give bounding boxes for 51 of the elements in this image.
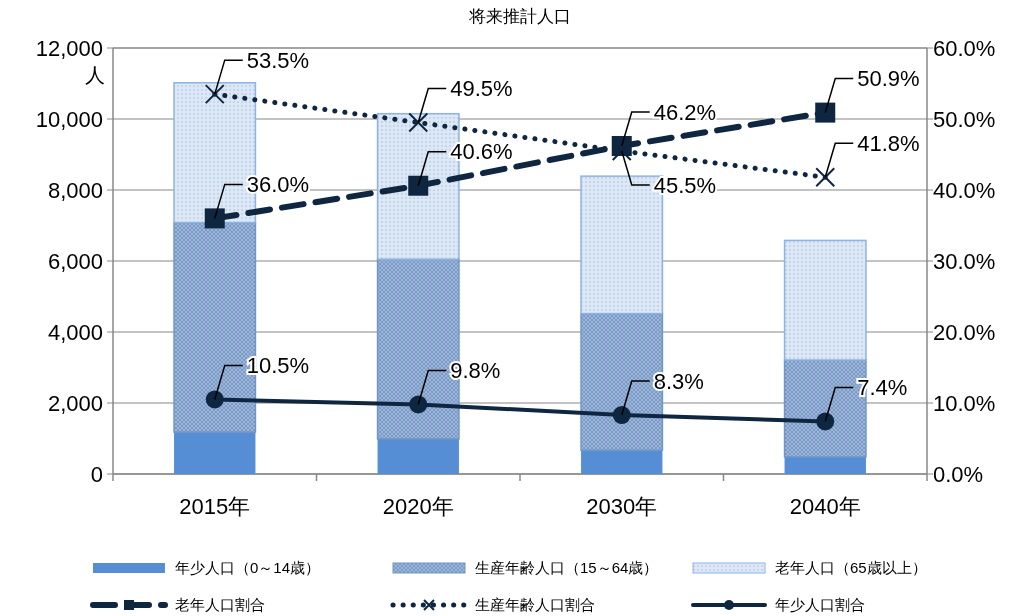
chart-title: 将来推計人口	[468, 7, 571, 26]
y2-tick-label: 50.0%	[933, 106, 996, 132]
legend-label: 老年人口割合	[175, 596, 265, 614]
bar	[784, 456, 866, 474]
data-label: 53.5%	[246, 47, 310, 73]
data-label: 7.4%	[857, 375, 908, 401]
bar	[581, 450, 663, 474]
data-label: 46.2%	[653, 99, 717, 125]
data-label: 49.5%	[450, 76, 513, 102]
x-tick-label: 2015年	[179, 494, 251, 519]
point	[815, 167, 836, 188]
data-label: 9.8%	[450, 358, 501, 384]
y-tick-label: 6,000	[47, 248, 103, 274]
x-tick-label: 2040年	[789, 494, 861, 519]
legend-label: 年少人口割合	[775, 596, 865, 614]
y2-tick-label: 40.0%	[933, 177, 996, 203]
data-label: 50.9%	[857, 66, 920, 92]
data-label: 40.6%	[450, 139, 513, 165]
data-label: 41.8%	[857, 130, 920, 156]
data-label: 36.0%	[246, 172, 310, 198]
point	[205, 390, 224, 409]
legend-label: 老年人口（65歳以上）	[775, 559, 927, 577]
bar	[174, 432, 256, 474]
point	[408, 175, 429, 196]
legend-label: 年少人口（0～14歳）	[175, 559, 321, 577]
point	[612, 406, 631, 425]
legend-label: 生産年齢人口割合	[475, 596, 595, 614]
bar	[783, 239, 867, 361]
bar	[377, 438, 459, 474]
point	[204, 208, 225, 229]
y-tick-label: 10,000	[35, 106, 103, 132]
point	[816, 412, 835, 431]
point	[408, 112, 429, 133]
x-tick-label: 2020年	[382, 494, 454, 519]
legend-label: 生産年齢人口（15～64歳）	[475, 559, 659, 577]
x-tick-label: 2030年	[586, 494, 658, 519]
point	[815, 102, 836, 123]
y-tick-label: 0	[90, 461, 103, 487]
y2-tick-label: 0.0%	[933, 461, 984, 487]
y-tick-label: 4,000	[47, 319, 103, 345]
y2-tick-label: 10.0%	[933, 390, 996, 416]
point	[204, 84, 225, 105]
y-tick-label: 8,000	[47, 177, 103, 203]
y2-tick-label: 20.0%	[933, 319, 996, 345]
y2-tick-label: 60.0%	[933, 35, 996, 61]
y2-tick-label: 30.0%	[933, 248, 996, 274]
data-label: 45.5%	[653, 172, 717, 198]
y-tick-label: 2,000	[47, 390, 103, 416]
y-axis-title: 人	[85, 64, 105, 86]
y-tick-label: 12,000	[35, 35, 103, 61]
point	[409, 395, 428, 414]
